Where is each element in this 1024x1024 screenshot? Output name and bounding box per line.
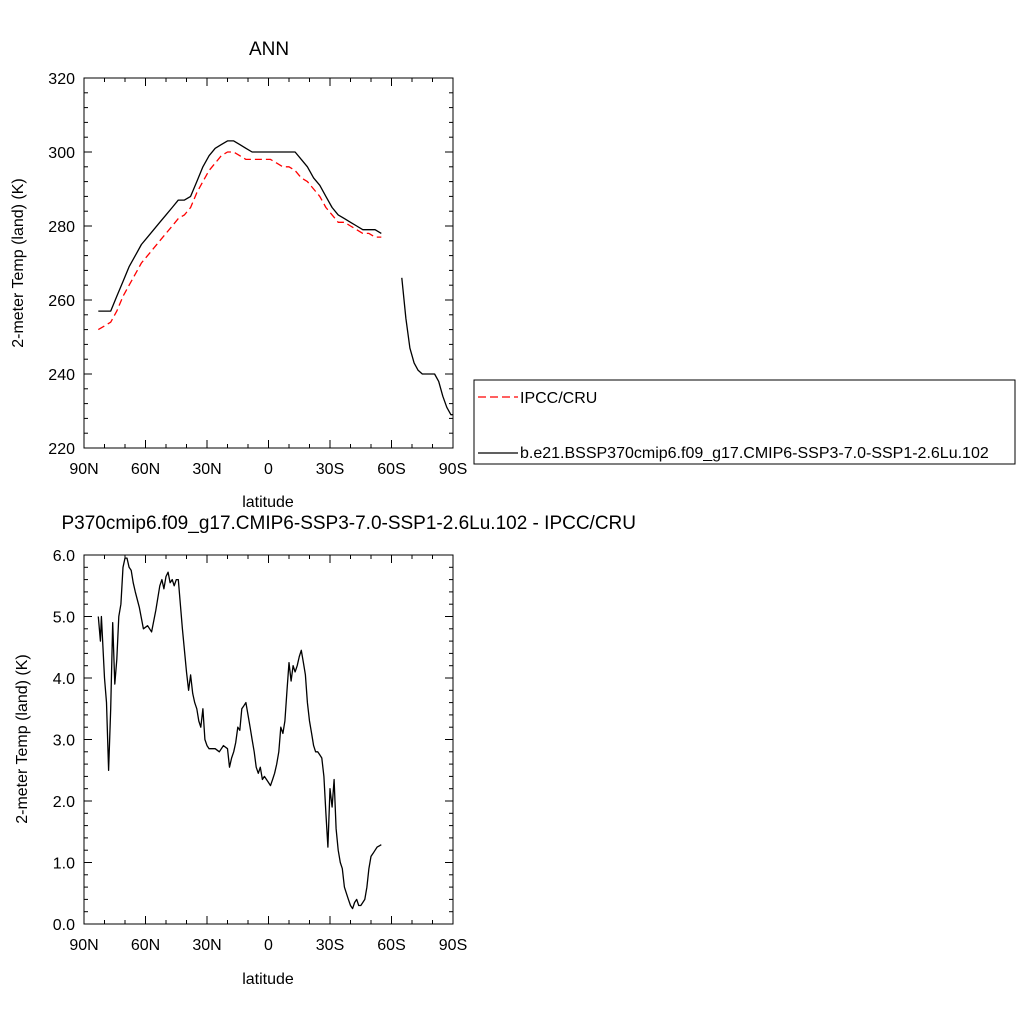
top-y-tick-label: 320 bbox=[48, 71, 75, 88]
top-x-tick-label: 30N bbox=[192, 461, 221, 478]
top-axis-ticks: 90N 60N 30N 0 30S 60S 90S 220 240 260 280 300 320 bbox=[48, 71, 467, 478]
bottom-x-tick-label: 0 bbox=[264, 937, 273, 954]
top-series-line-1 bbox=[98, 140, 453, 416]
legend: IPCC/CRU b.e21.BSSP370cmip6.f09_g17.CMIP… bbox=[473, 379, 1016, 465]
top-series-line-0 bbox=[97, 151, 382, 331]
top-panel-title: ANN bbox=[249, 39, 289, 60]
bottom-x-tick-label: 90N bbox=[69, 937, 98, 954]
bottom-x-axis-label: latitude bbox=[242, 971, 294, 988]
top-x-tick-label: 90S bbox=[439, 461, 467, 478]
top-y-tick-label: 260 bbox=[48, 293, 75, 310]
top-x-tick-label: 90N bbox=[69, 461, 98, 478]
bottom-x-tick-label: 60S bbox=[377, 937, 405, 954]
bottom-axis-ticks: 90N 60N 30N 0 30S 60S 90S 0.0 1.0 2.0 3.0 4.0 5.0 6.0 bbox=[53, 548, 467, 954]
top-y-axis-label: 2-meter Temp (land) (K) bbox=[10, 178, 27, 348]
bottom-panel: P370cmip6.f09_g17.CMIP6-SSP3-7.0-SSP1-2.… bbox=[14, 513, 636, 988]
bottom-y-tick-label: 0.0 bbox=[53, 917, 75, 934]
bottom-y-axis-label: 2-meter Temp (land) (K) bbox=[14, 654, 31, 824]
top-y-tick-label: 240 bbox=[48, 367, 75, 384]
bottom-series-line-0 bbox=[97, 557, 382, 910]
bottom-x-tick-label: 30N bbox=[192, 937, 221, 954]
bottom-y-tick-label: 3.0 bbox=[53, 733, 75, 750]
bottom-y-tick-label: 6.0 bbox=[53, 548, 75, 565]
top-x-axis-label: latitude bbox=[242, 494, 294, 511]
bottom-panel-title: P370cmip6.f09_g17.CMIP6-SSP3-7.0-SSP1-2.… bbox=[62, 513, 637, 534]
top-plot-frame bbox=[83, 77, 454, 449]
top-series-lines bbox=[97, 140, 453, 416]
bottom-x-tick-label: 60N bbox=[131, 937, 160, 954]
top-y-tick-label: 280 bbox=[48, 219, 75, 236]
top-y-tick-label: 300 bbox=[48, 145, 75, 162]
legend-label-ipcc-cru: IPCC/CRU bbox=[520, 390, 597, 407]
bottom-series-lines bbox=[97, 557, 382, 910]
bottom-x-tick-label: 30S bbox=[316, 937, 344, 954]
top-y-tick-label: 220 bbox=[48, 441, 75, 458]
top-x-tick-label: 0 bbox=[264, 461, 273, 478]
bottom-y-tick-label: 5.0 bbox=[53, 610, 75, 627]
bottom-y-tick-label: 2.0 bbox=[53, 794, 75, 811]
bottom-y-tick-label: 1.0 bbox=[53, 856, 75, 873]
top-x-tick-label: 30S bbox=[316, 461, 344, 478]
top-panel: ANN 90N 60N 30N 0 30S 60S 90S 220 240 260 280 300 32… bbox=[10, 39, 467, 511]
top-x-tick-label: 60S bbox=[377, 461, 405, 478]
top-x-tick-label: 60N bbox=[131, 461, 160, 478]
legend-label-model: b.e21.BSSP370cmip6.f09_g17.CMIP6-SSP3-7.… bbox=[520, 445, 989, 462]
bottom-x-tick-label: 90S bbox=[439, 937, 467, 954]
legend-box bbox=[473, 379, 1016, 465]
bottom-y-tick-label: 4.0 bbox=[53, 671, 75, 688]
